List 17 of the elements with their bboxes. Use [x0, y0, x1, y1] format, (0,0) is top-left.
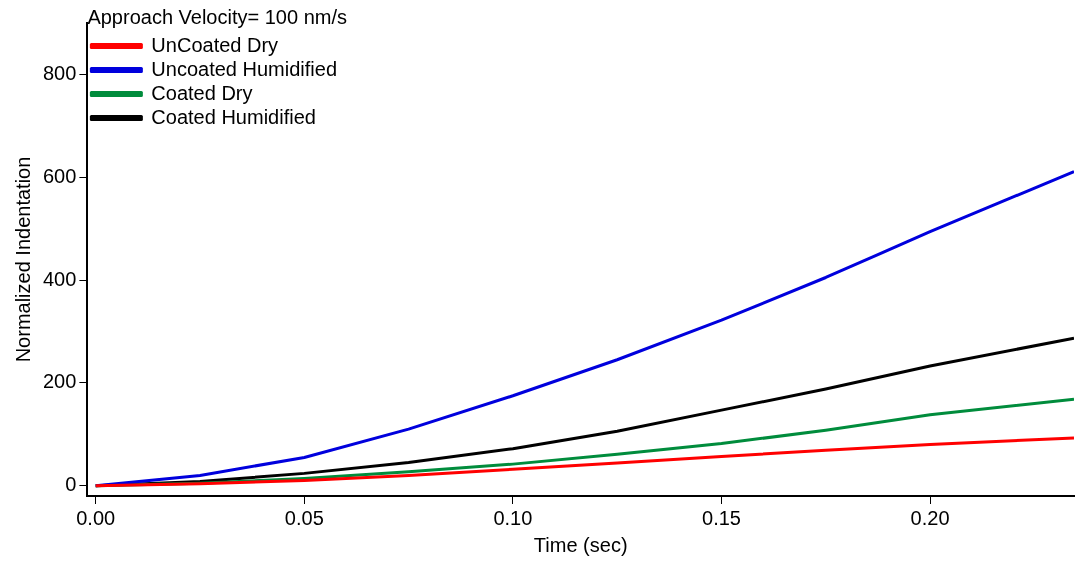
legend-label: UnCoated Dry	[151, 33, 279, 56]
y-tick-label: 200	[42, 370, 77, 393]
legend-label: Coated Humidified	[151, 105, 316, 128]
y-tick-label: 800	[42, 61, 77, 84]
legend-label: Uncoated Humidified	[151, 57, 338, 80]
x-tick-label: 0.10	[493, 506, 533, 529]
y-tick-label: 0	[65, 473, 77, 496]
x-tick-label: 0.05	[284, 506, 324, 529]
legend-label: Coated Dry	[151, 81, 253, 104]
x-tick-label: 0.15	[702, 506, 741, 529]
x-axis-title: Time (sec)	[533, 533, 628, 556]
legend-title: Approach Velocity= 100 nm/s	[87, 5, 347, 28]
x-tick-label: 0.00	[76, 506, 116, 529]
y-axis-title: Normalized Indentation	[11, 156, 34, 363]
y-tick-label: 400	[42, 267, 77, 290]
y-tick-label: 600	[42, 164, 77, 187]
x-tick-label: 0.20	[910, 506, 950, 529]
